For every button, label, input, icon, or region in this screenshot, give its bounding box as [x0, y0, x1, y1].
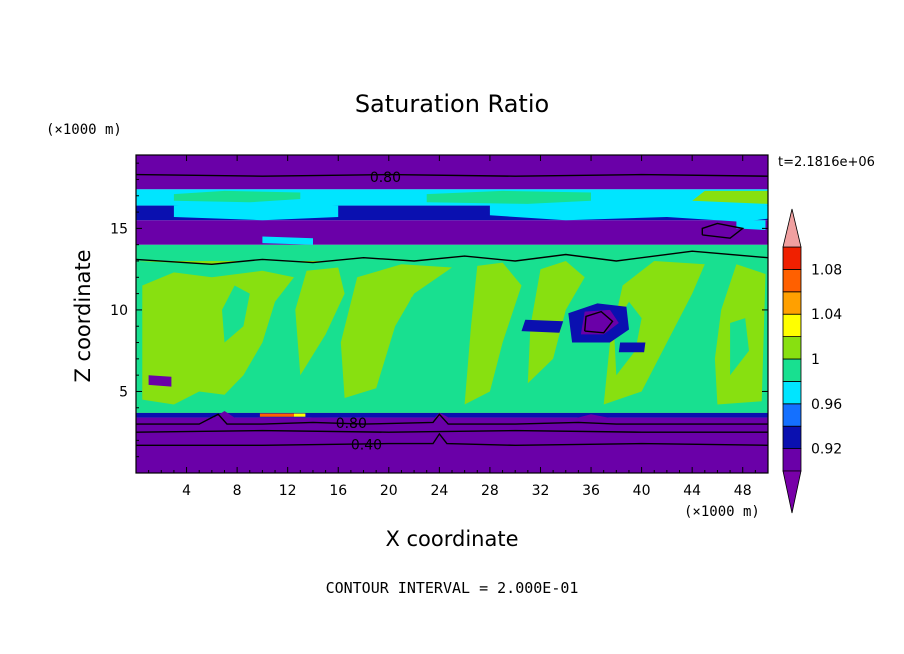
y-tick-label-1: 10: [110, 303, 128, 319]
region-9: [398, 296, 427, 367]
x-tick-label-4: 20: [380, 483, 398, 499]
colorbar-tick-label-3: 1.04: [811, 307, 842, 323]
region-22: [736, 220, 766, 230]
contour-lines: [136, 173, 768, 447]
contour-labels: 0.80 0.80 0.40: [336, 170, 401, 453]
colorbar-swatch-3: [782, 380, 802, 405]
contour-line-4: [136, 250, 768, 266]
region-4: [464, 262, 522, 405]
region-23: [262, 236, 313, 245]
region-16: [692, 190, 768, 204]
band-4: [136, 220, 768, 245]
colorbar-swatch-0: [782, 448, 802, 472]
y-axis-ticks: 5 10 15: [110, 162, 768, 458]
region-1: [142, 270, 294, 405]
contour-line-6: [584, 310, 614, 334]
y-tick-label-2: 15: [110, 221, 128, 237]
region-18: [580, 309, 619, 335]
plot-area: [135, 154, 769, 474]
colorbar-under-arrow: [782, 470, 802, 514]
contour-line-0: [136, 173, 768, 177]
chart-title: Saturation Ratio: [355, 90, 549, 118]
x-axis-units: (×1000 m): [684, 504, 760, 520]
colorbar-swatch-5: [782, 336, 802, 360]
region-26: [294, 413, 306, 417]
x-tick-label-7: 32: [532, 483, 550, 499]
x-tick-label-1: 8: [233, 483, 242, 499]
contour-line-3: [136, 429, 768, 433]
contour-label-2: 0.40: [351, 437, 382, 453]
region-10: [222, 285, 250, 343]
contour-label-0: 0.80: [370, 170, 401, 186]
colorbar-over-arrow: [782, 208, 802, 248]
filled-contours: [136, 155, 768, 473]
x-tick-label-9: 40: [633, 483, 651, 499]
y-axis-label: Z coordinate: [71, 249, 95, 382]
region-20: [618, 342, 646, 353]
contour-line-2: [136, 432, 768, 447]
colorbar-swatch-8: [782, 268, 802, 293]
contour-label-1: 0.80: [336, 416, 367, 432]
time-label: t=2.1816e+06: [778, 155, 875, 170]
region-15: [173, 190, 301, 203]
x-tick-label-8: 36: [582, 483, 600, 499]
x-axis-ticks: 4 8 12 16 20 24 28 32 36 40 44 48: [148, 155, 756, 499]
contour-interval-footer: CONTOUR INTERVAL = 2.000E-01: [326, 579, 579, 597]
region-6: [603, 261, 705, 405]
region-24: [136, 411, 768, 425]
region-14: [426, 190, 591, 204]
x-axis-label: X coordinate: [385, 527, 518, 551]
region-12: [489, 202, 768, 222]
x-tick-label-3: 16: [329, 483, 347, 499]
colorbar: 0.92 0.96 1 1.04 1.08: [782, 208, 842, 514]
band-1: [136, 412, 768, 418]
colorbar-tick-label-0: 0.92: [811, 442, 842, 458]
region-3: [340, 264, 452, 398]
colorbar-swatch-9: [782, 246, 802, 270]
x-tick-label-11: 48: [734, 483, 752, 499]
colorbar-swatch-6: [782, 313, 802, 338]
region-11: [730, 318, 749, 376]
y-tick-label-0: 5: [119, 384, 128, 400]
colorbar-swatch-4: [782, 358, 802, 382]
colorbar-swatch-1: [782, 425, 802, 450]
colorbar-tick-label-2: 1: [811, 352, 820, 368]
region-21: [148, 375, 172, 387]
y-axis-units: (×1000 m): [46, 122, 122, 138]
band-7: [136, 155, 768, 190]
x-tick-label-6: 28: [481, 483, 499, 499]
contour-line-1: [136, 413, 768, 425]
region-13: [173, 203, 339, 221]
colorbar-tick-label-4: 1.08: [811, 262, 842, 278]
x-tick-label-10: 44: [683, 483, 701, 499]
contour-line-5: [701, 222, 745, 239]
x-tick-label-0: 4: [182, 483, 191, 499]
colorbar-swatch-7: [782, 291, 802, 315]
band-3: [136, 244, 768, 261]
x-tick-label-2: 12: [279, 483, 297, 499]
region-19: [521, 319, 564, 333]
colorbar-tick-label-1: 0.96: [811, 397, 842, 413]
region-2: [295, 267, 345, 376]
colorbar-swatch-2: [782, 403, 802, 427]
x-tick-label-5: 24: [430, 483, 448, 499]
region-25: [259, 413, 294, 417]
